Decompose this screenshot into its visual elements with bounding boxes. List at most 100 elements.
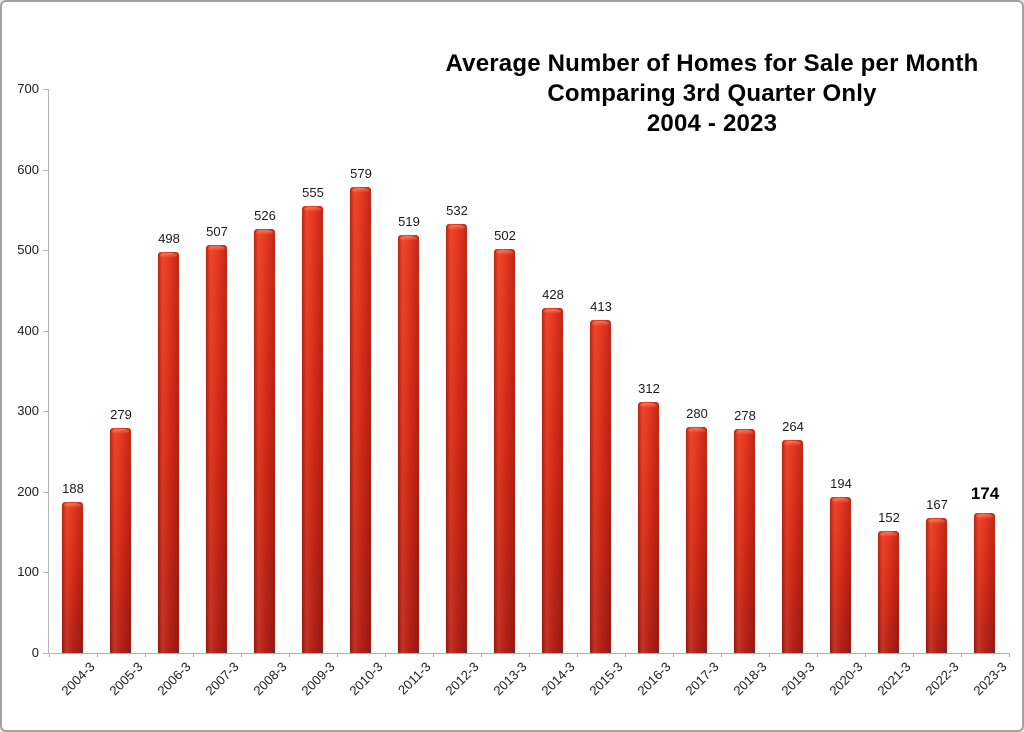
- bar: [350, 186, 371, 653]
- bar-value-label: 526: [254, 208, 276, 224]
- category-slot: 279: [97, 89, 145, 653]
- bar-value-label: 532: [446, 203, 468, 219]
- bar-value-label: 167: [926, 497, 948, 513]
- category-slot: 526: [241, 89, 289, 653]
- bar: [782, 440, 803, 653]
- x-tick-mark: [913, 653, 914, 657]
- category-slot: 579: [337, 89, 385, 653]
- y-tick-label: 0: [31, 645, 39, 660]
- x-tick-mark: [721, 653, 722, 657]
- x-category-label: 2016-3: [634, 659, 674, 699]
- x-category-label: 2010-3: [346, 659, 386, 699]
- x-category-label: 2006-3: [154, 659, 194, 699]
- y-tick-mark: [43, 250, 48, 252]
- x-category-label: 2009-3: [298, 659, 338, 699]
- bar-value-label: 502: [494, 227, 516, 243]
- category-slot: 428: [529, 89, 577, 653]
- x-category-label: 2021-3: [874, 659, 914, 699]
- y-tick-label: 600: [17, 161, 39, 177]
- bar: [494, 248, 515, 653]
- x-tick-mark: [337, 653, 338, 657]
- x-tick-mark: [625, 653, 626, 657]
- bar: [878, 530, 899, 653]
- x-tick-mark: [145, 653, 146, 657]
- category-slot: 174: [961, 89, 1009, 653]
- x-tick-mark: [385, 653, 386, 657]
- x-tick-mark: [1009, 653, 1010, 657]
- x-tick-mark: [673, 653, 674, 657]
- bar-value-label: 278: [734, 408, 756, 424]
- bar-value-label: 280: [686, 406, 708, 422]
- y-tick-mark: [43, 89, 48, 90]
- category-slot: 152: [865, 89, 913, 653]
- x-tick-mark: [769, 653, 770, 657]
- x-tick-mark: [49, 653, 50, 657]
- x-category-label: 2007-3: [202, 659, 242, 699]
- y-tick-label: 100: [17, 564, 39, 580]
- y-tick-mark: [43, 653, 48, 654]
- bar: [638, 401, 659, 653]
- x-tick-mark: [577, 653, 578, 657]
- x-tick-mark: [289, 653, 290, 657]
- category-slot: 532: [433, 89, 481, 653]
- bar-value-label: 264: [782, 419, 804, 435]
- bar-value-label: 507: [206, 223, 228, 239]
- x-category-label: 2005-3: [106, 659, 146, 699]
- bar: [206, 244, 227, 653]
- x-category-label: 2015-3: [586, 659, 626, 699]
- bar: [446, 224, 467, 653]
- y-tick-mark: [43, 169, 48, 171]
- x-category-label: 2020-3: [826, 659, 866, 699]
- x-category-label: 2019-3: [778, 659, 818, 699]
- x-tick-mark: [241, 653, 242, 657]
- x-category-label: 2018-3: [730, 659, 770, 699]
- bar-value-label: 279: [110, 407, 132, 423]
- bar-value-label: 428: [542, 287, 564, 303]
- chart-title: Average Number of Homes for Sale per Mon…: [400, 49, 1022, 139]
- y-tick-mark: [43, 330, 48, 332]
- bar: [398, 234, 419, 653]
- bar: [974, 512, 995, 653]
- x-category-label: 2011-3: [395, 659, 434, 698]
- x-tick-mark: [817, 653, 818, 657]
- y-tick-label: 500: [17, 242, 39, 258]
- bar: [110, 428, 131, 653]
- x-category-label: 2022-3: [922, 659, 962, 699]
- bar: [830, 496, 851, 653]
- y-tick-label: 200: [17, 483, 39, 499]
- bar-value-label: 312: [638, 380, 660, 396]
- category-slot: 194: [817, 89, 865, 653]
- x-category-label: 2023-3: [970, 659, 1010, 699]
- category-slot: 502: [481, 89, 529, 653]
- bar: [686, 427, 707, 653]
- chart-title-line-3: 2004 - 2023: [646, 110, 778, 137]
- bar: [926, 518, 947, 653]
- y-tick-label: 400: [17, 322, 39, 338]
- x-tick-mark: [865, 653, 866, 657]
- x-category-label: 2014-3: [538, 659, 578, 699]
- bar: [542, 308, 563, 653]
- category-slot: 280: [673, 89, 721, 653]
- x-category-label: 2004-3: [58, 659, 98, 699]
- y-tick-label: 300: [17, 403, 39, 419]
- bar-value-label: 579: [350, 165, 372, 181]
- category-slot: 519: [385, 89, 433, 653]
- bar: [590, 320, 611, 653]
- x-tick-mark: [433, 653, 434, 657]
- category-slot: 413: [577, 89, 625, 653]
- bar-value-label: 519: [398, 213, 420, 229]
- x-tick-mark: [961, 653, 962, 657]
- bar: [254, 229, 275, 653]
- y-tick-mark: [43, 572, 48, 574]
- bar-value-label: 174: [970, 483, 1000, 503]
- x-tick-mark: [481, 653, 482, 657]
- category-slot: 167: [913, 89, 961, 653]
- category-slot: 498: [145, 89, 193, 653]
- category-slot: 264: [769, 89, 817, 653]
- x-category-label: 2013-3: [490, 659, 530, 699]
- category-slot: 555: [289, 89, 337, 653]
- bar: [734, 429, 755, 653]
- y-tick-mark: [43, 491, 48, 493]
- x-category-label: 2008-3: [250, 659, 290, 699]
